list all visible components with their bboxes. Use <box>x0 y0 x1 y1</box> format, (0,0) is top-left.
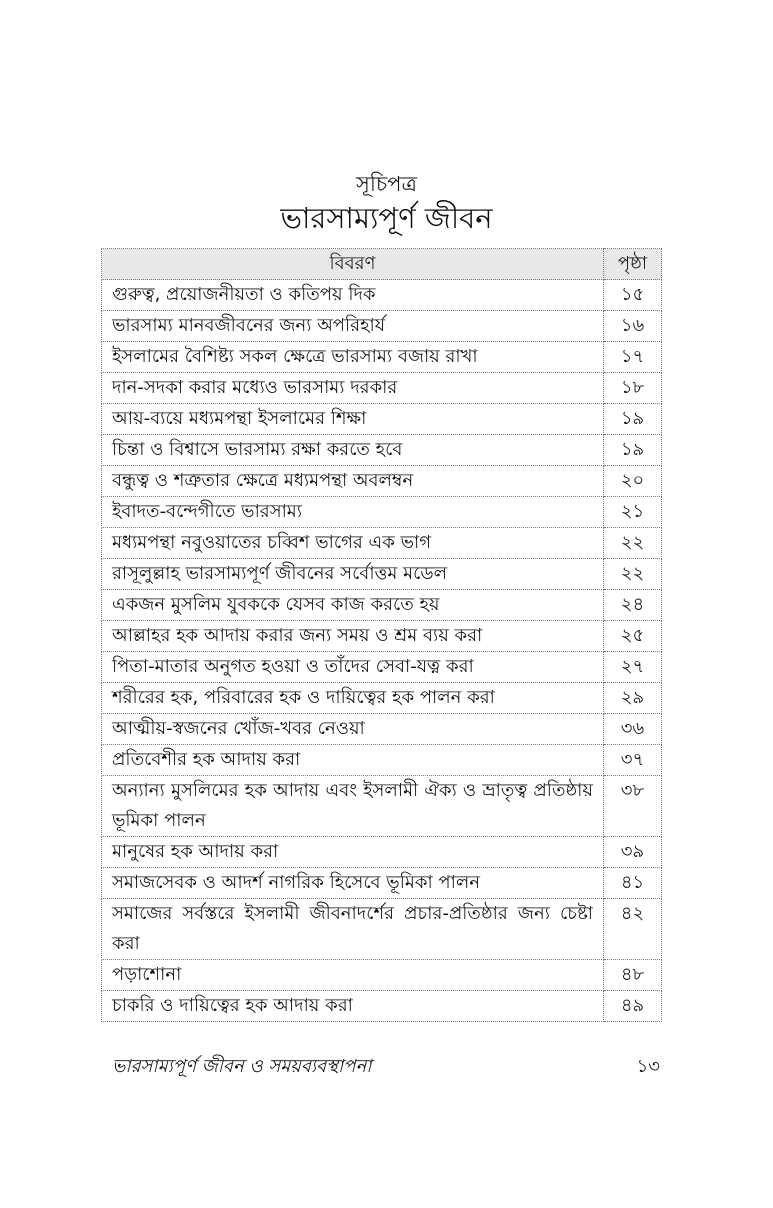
entry-description: আল্লাহর হক আদায় করার জন্য সময় ও শ্রম ব… <box>101 620 604 652</box>
entry-page: ১৮ <box>603 372 662 404</box>
table-header-row: বিবরণ পৃষ্ঠা <box>101 248 662 280</box>
entry-page: ৪১ <box>603 867 662 899</box>
entry-page: ২৭ <box>603 651 662 683</box>
table-row: মধ্যমপন্থা নবুওয়াতের চব্বিশ ভাগের এক ভা… <box>101 527 662 559</box>
entry-page: ১৯ <box>603 434 662 466</box>
entry-description: মধ্যমপন্থা নবুওয়াতের চব্বিশ ভাগের এক ভা… <box>101 527 604 559</box>
table-row: আল্লাহর হক আদায় করার জন্য সময় ও শ্রম ব… <box>101 620 662 652</box>
entry-page: ৩৯ <box>603 836 662 868</box>
entry-description: পিতা-মাতার অনুগত হওয়া ও তাঁদের সেবা-যত্… <box>101 651 604 683</box>
entry-page: ২০ <box>603 465 662 497</box>
entry-page: ৪২ <box>603 898 662 960</box>
entry-page: ২৫ <box>603 620 662 652</box>
entry-page: ৩৮ <box>603 775 662 837</box>
entry-page: ১৭ <box>603 341 662 373</box>
table-row: চাকরি ও দায়িত্বের হক আদায় করা ৪৯ <box>101 990 662 1022</box>
entry-page: ৪৯ <box>603 990 662 1022</box>
entry-page: ১৬ <box>603 310 662 342</box>
table-row: ইবাদত-বন্দেগীতে ভারসাম্য ২১ <box>101 496 662 528</box>
table-row: আত্মীয়-স্বজনের খোঁজ-খবর নেওয়া ৩৬ <box>101 713 662 745</box>
table-row: ভারসাম্য মানবজীবনের জন্য অপরিহার্য ১৬ <box>101 310 662 342</box>
table-row: শরীরের হক, পরিবারের হক ও দায়িত্বের হক প… <box>101 682 662 714</box>
entry-page: ১৫ <box>603 279 662 311</box>
page-footer: ভারসাম্যপূর্ণ জীবন ও সময়ব্যবস্থাপনা ১৩ <box>112 1052 660 1083</box>
table-row: আয়-ব্যয়ে মধ্যমপন্থা ইসলামের শিক্ষা ১৯ <box>101 403 662 435</box>
table-row: প্রতিবেশীর হক আদায় করা ৩৭ <box>101 744 662 776</box>
entry-description: বন্ধুত্ব ও শত্রুতার ক্ষেত্রে মধ্যমপন্থা … <box>101 465 604 497</box>
table-row: পিতা-মাতার অনুগত হওয়া ও তাঁদের সেবা-যত্… <box>101 651 662 683</box>
entry-page: ২২ <box>603 527 662 559</box>
footer-book-title: ভারসাম্যপূর্ণ জীবন ও সময়ব্যবস্থাপনা <box>112 1056 372 1077</box>
entry-description: গুরুত্ব, প্রয়োজনীয়তা ও কতিপয় দিক <box>101 279 604 311</box>
entry-page: ২৪ <box>603 589 662 621</box>
entry-page: ৪৮ <box>603 959 662 991</box>
column-header-page: পৃষ্ঠা <box>603 248 662 280</box>
entry-description: একজন মুসলিম যুবককে যেসব কাজ করতে হয় <box>101 589 604 621</box>
entry-description: সমাজসেবক ও আদর্শ নাগরিক হিসেবে ভূমিকা পা… <box>101 867 604 899</box>
contents-label: সূচিপত্র <box>356 172 417 196</box>
entry-description: ভারসাম্য মানবজীবনের জন্য অপরিহার্য <box>101 310 604 342</box>
entry-description: প্রতিবেশীর হক আদায় করা <box>101 744 604 776</box>
entry-description: দান-সদকা করার মধ্যেও ভারসাম্য দরকার <box>101 372 604 404</box>
table-row: সমাজসেবক ও আদর্শ নাগরিক হিসেবে ভূমিকা পা… <box>101 867 662 899</box>
entry-page: ২১ <box>603 496 662 528</box>
entry-description: সমাজের সর্বস্তরে ইসলামী জীবনাদর্শের প্রচ… <box>101 898 604 960</box>
table-row: রাসূলুল্লাহ ভারসাম্যপূর্ণ জীবনের সর্বোত্… <box>101 558 662 590</box>
table-row: মানুষের হক আদায় করা ৩৯ <box>101 836 662 868</box>
table-row: ইসলামের বৈশিষ্ট্য সকল ক্ষেত্রে ভারসাম্য … <box>101 341 662 373</box>
table-row: দান-সদকা করার মধ্যেও ভারসাম্য দরকার ১৮ <box>101 372 662 404</box>
table-row: সমাজের সর্বস্তরে ইসলামী জীবনাদর্শের প্রচ… <box>101 898 662 960</box>
entry-page: ৩৬ <box>603 713 662 745</box>
entry-page: ৩৭ <box>603 744 662 776</box>
table-row: একজন মুসলিম যুবককে যেসব কাজ করতে হয় ২৪ <box>101 589 662 621</box>
entry-description: ইবাদত-বন্দেগীতে ভারসাম্য <box>101 496 604 528</box>
entry-description: রাসূলুল্লাহ ভারসাম্যপূর্ণ জীবনের সর্বোত্… <box>101 558 604 590</box>
entry-page: ১৯ <box>603 403 662 435</box>
contents-table: বিবরণ পৃষ্ঠা গুরুত্ব, প্রয়োজনীয়তা ও কত… <box>101 248 662 1022</box>
entry-description: চিন্তা ও বিশ্বাসে ভারসাম্য রক্ষা করতে হব… <box>101 434 604 466</box>
table-row: অন্যান্য মুসলিমের হক আদায় এবং ইসলামী ঐক… <box>101 775 662 837</box>
table-row: বন্ধুত্ব ও শত্রুতার ক্ষেত্রে মধ্যমপন্থা … <box>101 465 662 497</box>
entry-description: অন্যান্য মুসলিমের হক আদায় এবং ইসলামী ঐক… <box>101 775 604 837</box>
footer-page-number: ১৩ <box>636 1056 660 1077</box>
entry-description: ইসলামের বৈশিষ্ট্য সকল ক্ষেত্রে ভারসাম্য … <box>101 341 604 373</box>
table-row: চিন্তা ও বিশ্বাসে ভারসাম্য রক্ষা করতে হব… <box>101 434 662 466</box>
table-row: গুরুত্ব, প্রয়োজনীয়তা ও কতিপয় দিক ১৫ <box>101 279 662 311</box>
entry-description: শরীরের হক, পরিবারের হক ও দায়িত্বের হক প… <box>101 682 604 714</box>
entry-page: ২৯ <box>603 682 662 714</box>
entry-description: পড়াশোনা <box>101 959 604 991</box>
entry-description: আয়-ব্যয়ে মধ্যমপন্থা ইসলামের শিক্ষা <box>101 403 604 435</box>
table-row: পড়াশোনা ৪৮ <box>101 959 662 991</box>
entry-page: ২২ <box>603 558 662 590</box>
entry-description: আত্মীয়-স্বজনের খোঁজ-খবর নেওয়া <box>101 713 604 745</box>
entry-description: মানুষের হক আদায় করা <box>101 836 604 868</box>
entry-description: চাকরি ও দায়িত্বের হক আদায় করা <box>101 990 604 1022</box>
column-header-description: বিবরণ <box>101 248 604 280</box>
page-title: ভারসাম্যপূর্ণ জীবন <box>280 201 493 235</box>
